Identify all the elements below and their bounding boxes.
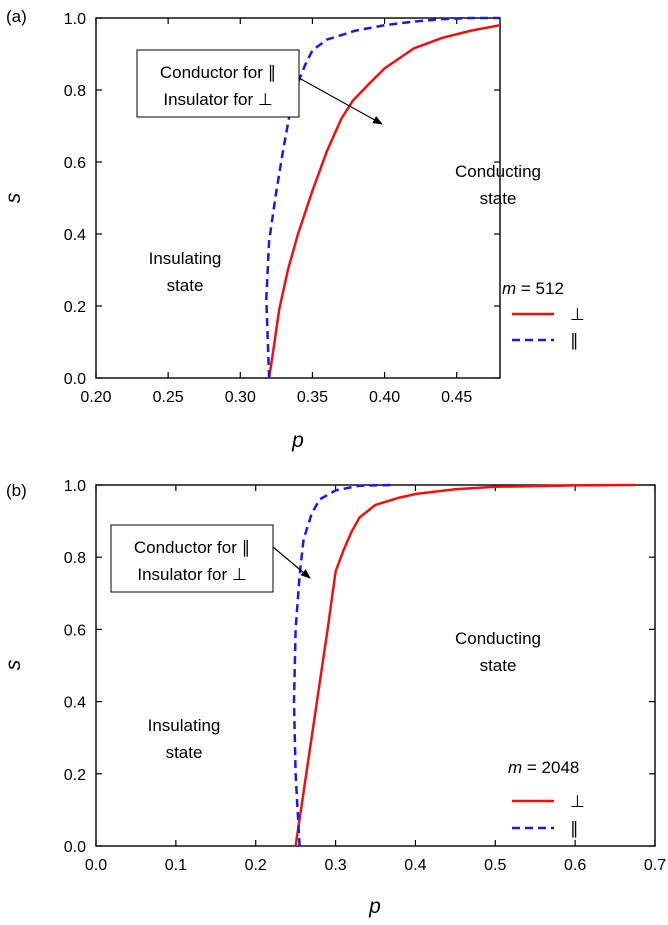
x-tick-label-b: 0.5	[484, 857, 506, 874]
annotation-line2-a: Insulator for ⊥	[163, 90, 272, 109]
y-tick-label-b: 0.2	[64, 767, 86, 784]
annotation-arrow-a	[298, 77, 383, 125]
insulating-label-a: Insulating	[149, 249, 222, 268]
legend-a: m = 512 ⊥ ∥	[502, 279, 585, 350]
annotation-box-b	[110, 524, 274, 593]
annotation-line1-b: Conductor for ∥	[134, 538, 250, 557]
insulating-state-b: state	[166, 743, 203, 762]
panel-label-b: (b)	[6, 481, 27, 500]
y-tick-label-b: 1.0	[64, 478, 86, 495]
y-tick-label-a: 1.0	[64, 11, 86, 28]
y-tick-label-a: 0.4	[64, 227, 86, 244]
annotation-box-a	[136, 49, 300, 118]
y-tick-label-a: 0.8	[64, 83, 86, 100]
x-axis-label-a: p	[291, 429, 304, 452]
x-tick-label-b: 0.1	[165, 857, 187, 874]
insulating-state-a: state	[167, 276, 204, 295]
legend-label-perp-b: ⊥	[570, 792, 585, 811]
x-tick-label-a: 0.25	[153, 389, 184, 406]
annotation-arrow-b	[272, 546, 311, 579]
y-tick-label-a: 0.0	[64, 371, 86, 388]
panel-label-a: (a)	[6, 7, 27, 26]
x-tick-label-a: 0.20	[80, 389, 111, 406]
plot-area-b: 0.0 0.1 0.2 0.3 0.4 0.5 0.6 0.7 0.0 0.2 0.4 0.6 0.8 1…	[64, 478, 666, 874]
series-perp-line-b	[294, 483, 636, 847]
series-b	[292, 483, 636, 847]
y-axis-label-a: s	[2, 192, 25, 203]
legend-label-par-a: ∥	[570, 331, 579, 350]
series-parallel-line-a	[265, 16, 500, 379]
conducting-label-b: Conducting	[455, 629, 541, 648]
series-a	[265, 16, 501, 379]
y-tick-label-b: 0.6	[64, 622, 86, 639]
ticks-b: 0.0 0.1 0.2 0.3 0.4 0.5 0.6 0.7 0.0 0.2 0.4 0.6 0.8 1…	[64, 478, 666, 874]
legend-title-b: m = 2048	[508, 758, 579, 777]
y-tick-label-a: 0.2	[64, 299, 86, 316]
panel-b: (b) 0.0 0.1 0.2 0.3 0.4 0.5 0.6 0.7 0.0 0.2 0.4 0.6…	[2, 478, 666, 918]
x-tick-label-b: 0.0	[85, 857, 107, 874]
y-axis-label-b: s	[2, 659, 25, 670]
series-perp-line-a	[267, 23, 501, 379]
x-tick-label-b: 0.4	[404, 857, 426, 874]
x-tick-label-b: 0.2	[245, 857, 267, 874]
x-tick-label-a: 0.35	[297, 389, 328, 406]
annotation-line2-b: Insulator for ⊥	[137, 565, 246, 584]
x-tick-label-b: 0.6	[564, 857, 586, 874]
x-tick-label-a: 0.30	[225, 389, 256, 406]
panel-a: (a) 0.20 0.25 0.30 0.35 0.40 0.45 0.0 0.2 0.4 0.6…	[2, 7, 585, 452]
frame-a	[95, 17, 501, 379]
x-tick-label-a: 0.45	[441, 389, 472, 406]
conducting-state-b: state	[480, 656, 517, 675]
x-tick-label-b: 0.3	[324, 857, 346, 874]
y-tick-label-b: 0.4	[64, 695, 86, 712]
legend-label-par-b: ∥	[570, 819, 579, 838]
legend-b: m = 2048 ⊥ ∥	[508, 758, 585, 838]
x-tick-label-a: 0.40	[369, 389, 400, 406]
conducting-label-a: Conducting	[455, 162, 541, 181]
annotation-line1-a: Conductor for ∥	[160, 63, 276, 82]
insulating-label-b: Insulating	[148, 716, 221, 735]
y-tick-label-a: 0.6	[64, 155, 86, 172]
y-tick-label-b: 0.0	[64, 839, 86, 856]
x-axis-label-b: p	[368, 895, 381, 918]
plot-area-a: 0.20 0.25 0.30 0.35 0.40 0.45 0.0 0.2 0.4 0.6 0.8 1…	[64, 11, 501, 406]
series-parallel-line-b	[292, 483, 392, 847]
x-tick-label-b: 0.7	[644, 857, 666, 874]
conducting-state-a: state	[480, 189, 517, 208]
y-tick-label-b: 0.8	[64, 550, 86, 567]
legend-label-perp-a: ⊥	[570, 305, 585, 324]
ticks-a: 0.20 0.25 0.30 0.35 0.40 0.45 0.0 0.2 0.4 0.6 0.8 1…	[64, 11, 500, 406]
legend-title-a: m = 512	[502, 279, 564, 298]
